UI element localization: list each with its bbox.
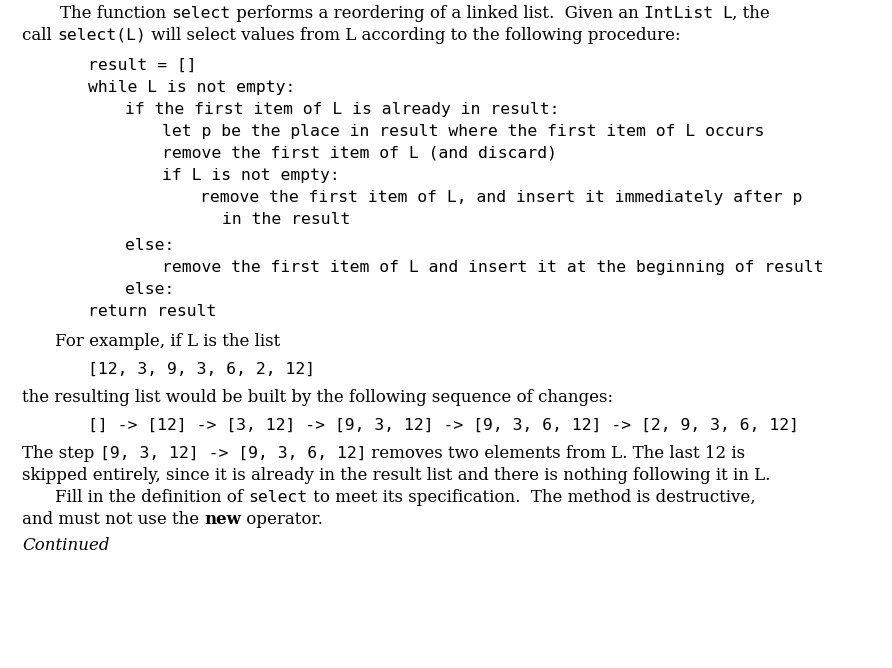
Text: , the: , the [732, 5, 771, 22]
Text: removes two elements from L. The last 12 is: removes two elements from L. The last 12… [367, 445, 746, 462]
Text: and must not use the: and must not use the [22, 511, 204, 528]
Text: IntList L: IntList L [644, 6, 732, 21]
Text: The step: The step [22, 445, 100, 462]
Text: remove the first item of L (and discard): remove the first item of L (and discard) [162, 146, 557, 161]
Text: For example, if L is the list: For example, if L is the list [55, 333, 280, 350]
Text: let p be the place in result where the first item of L occurs: let p be the place in result where the f… [162, 124, 764, 139]
Text: select: select [171, 6, 231, 21]
Text: return result: return result [88, 304, 217, 319]
Text: [] -> [12] -> [3, 12] -> [9, 3, 12] -> [9, 3, 6, 12] -> [2, 9, 3, 6, 12]: [] -> [12] -> [3, 12] -> [9, 3, 12] -> [… [88, 418, 799, 433]
Text: [12, 3, 9, 3, 6, 2, 12]: [12, 3, 9, 3, 6, 2, 12] [88, 362, 315, 377]
Text: remove the first item of L and insert it at the beginning of result: remove the first item of L and insert it… [162, 260, 823, 275]
Text: new: new [204, 511, 241, 528]
Text: the resulting list would be built by the following sequence of changes:: the resulting list would be built by the… [22, 389, 613, 406]
Text: select(L): select(L) [57, 28, 146, 43]
Text: if the first item of L is already in result:: if the first item of L is already in res… [125, 102, 559, 117]
Text: in the result: in the result [222, 212, 351, 227]
Text: if L is not empty:: if L is not empty: [162, 168, 340, 183]
Text: operator.: operator. [241, 511, 323, 528]
Text: performs a reordering of a linked list.  Given an: performs a reordering of a linked list. … [231, 5, 644, 22]
Text: else:: else: [125, 238, 174, 253]
Text: select: select [248, 490, 308, 505]
Text: [9, 3, 12] -> [9, 3, 6, 12]: [9, 3, 12] -> [9, 3, 6, 12] [100, 446, 367, 461]
Text: to meet its specification.  The method is destructive,: to meet its specification. The method is… [308, 489, 756, 506]
Text: else:: else: [125, 282, 174, 297]
Text: will select values from L according to the following procedure:: will select values from L according to t… [146, 27, 681, 44]
Text: remove the first item of L, and insert it immediately after p: remove the first item of L, and insert i… [200, 190, 803, 205]
Text: result = []: result = [] [88, 58, 196, 73]
Text: call: call [22, 27, 57, 44]
Text: skipped entirely, since it is already in the result list and there is nothing fo: skipped entirely, since it is already in… [22, 467, 771, 484]
Text: Fill in the definition of: Fill in the definition of [55, 489, 248, 506]
Text: The function: The function [60, 5, 171, 22]
Text: Continued: Continued [22, 537, 110, 554]
Text: while L is not empty:: while L is not empty: [88, 80, 295, 95]
